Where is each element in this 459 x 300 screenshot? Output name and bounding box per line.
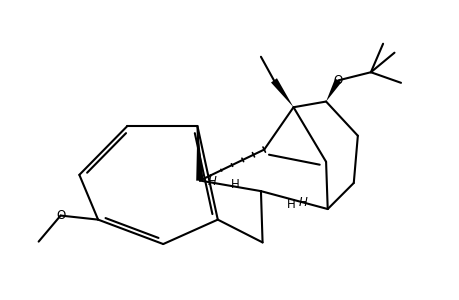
Polygon shape bbox=[196, 126, 203, 181]
Text: H: H bbox=[286, 199, 295, 212]
Text: O: O bbox=[56, 209, 65, 222]
Text: H: H bbox=[207, 175, 216, 188]
Polygon shape bbox=[325, 79, 341, 101]
Text: H: H bbox=[231, 178, 240, 191]
Polygon shape bbox=[270, 78, 293, 107]
Text: H: H bbox=[298, 196, 307, 208]
Text: O: O bbox=[333, 74, 342, 87]
